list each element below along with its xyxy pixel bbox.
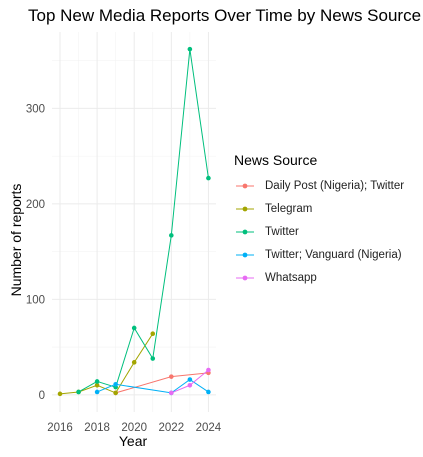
data-point [131,360,137,365]
legend-item: Daily Post (Nigeria); Twitter [234,174,404,197]
legend-item: Whatsapp [234,266,404,289]
data-point [94,379,100,384]
x-axis-label: Year [118,433,148,449]
data-point [113,390,118,396]
legend: News Source Daily Post (Nigeria); Twitte… [234,152,404,289]
data-point [150,331,156,337]
chart-title: Top New Media Reports Over Time by News … [28,6,422,25]
data-point [76,389,81,395]
series-line [78,49,209,393]
x-tick-label: 2018 [84,422,110,434]
data-point [169,374,174,379]
legend-key-icon [236,229,254,234]
legend-key-icon [236,252,254,257]
x-tick-label: 2020 [121,422,147,434]
y-tick-label: 0 [39,390,45,402]
legend-label: Twitter; Vanguard (Nigeria) [265,248,402,261]
data-point [206,175,211,181]
data-point [169,390,174,396]
data-point [113,382,118,387]
legend-label: Telegram [265,202,313,215]
legend-items: Daily Post (Nigeria); Twitter Telegram Twi… [234,174,404,289]
legend-item: Telegram [234,197,404,220]
y-tick-label: 200 [26,199,45,211]
y-axis-label: Number of reports [8,183,24,297]
data-point [169,233,174,238]
legend-title: News Source [234,152,318,168]
data-point [150,356,156,361]
data-point [94,382,100,388]
x-tick-label: 2016 [47,422,73,434]
data-point [187,46,193,52]
data-point [131,325,137,331]
data-point [187,377,193,382]
y-tick-label: 300 [26,103,45,115]
data-point [206,389,211,395]
data-point [187,382,193,388]
legend-label: Twitter [265,225,299,238]
legend-key-icon [236,183,254,188]
y-tick-label: 100 [26,294,45,306]
legend-label: Whatsapp [265,271,317,284]
x-tick-label: 2024 [196,422,222,434]
data-point [57,391,63,397]
legend-label: Daily Post (Nigeria); Twitter [265,179,405,192]
legend-item: Twitter [234,220,404,243]
legend-key-icon [236,206,254,211]
x-tick-label: 2022 [159,422,185,434]
data-point [94,389,100,395]
legend-item: Twitter; Vanguard (Nigeria) [234,243,404,266]
data-point [206,367,211,373]
series-line [59,333,154,395]
legend-key-icon [236,275,254,280]
